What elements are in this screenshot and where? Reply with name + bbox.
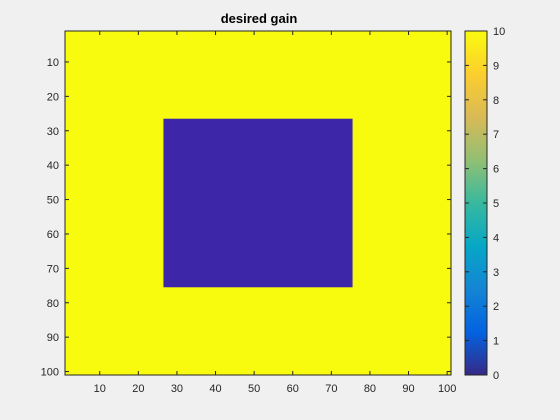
colorbar-tick-label: 10	[493, 26, 505, 38]
colorbar-tick-label: 6	[493, 164, 499, 176]
x-tick-label: 40	[209, 383, 221, 395]
y-tick-label: 40	[47, 160, 59, 172]
colorbar-tick-label: 7	[493, 129, 499, 141]
heatmap-region-0	[163, 119, 352, 288]
y-tick-label: 60	[47, 229, 59, 241]
colorbar-tick-label: 1	[493, 336, 499, 348]
y-tick-label: 100	[41, 367, 59, 379]
colorbar-tick-label: 4	[493, 232, 499, 244]
colorbar-tick-label: 3	[493, 267, 499, 279]
colorbar-tick-label: 0	[493, 370, 499, 382]
y-tick-label: 20	[47, 91, 59, 103]
x-tick-label: 30	[171, 383, 183, 395]
x-tick-label: 20	[132, 383, 144, 395]
y-tick-label: 90	[47, 332, 59, 344]
x-tick-label: 100	[438, 383, 456, 395]
plot-area	[65, 31, 451, 375]
x-tick-label: 50	[248, 383, 260, 395]
colorbar-tick-label: 9	[493, 60, 499, 72]
chart-title: desired gain	[221, 11, 298, 26]
y-tick-label: 70	[47, 263, 59, 275]
x-tick-label: 10	[94, 383, 106, 395]
colorbar-tick-label: 8	[493, 95, 499, 107]
y-tick-label: 80	[47, 298, 59, 310]
x-tick-label: 90	[402, 383, 414, 395]
colorbar-tick-label: 2	[493, 301, 499, 313]
x-tick-label: 80	[364, 383, 376, 395]
colorbar-tick-label: 5	[493, 198, 499, 210]
x-tick-label: 70	[325, 383, 337, 395]
x-tick-label: 60	[287, 383, 299, 395]
y-tick-label: 30	[47, 126, 59, 138]
y-tick-label: 10	[47, 57, 59, 69]
y-tick-label: 50	[47, 195, 59, 207]
colorbar: 0 1 2 3 4 5 6 7 8 9 10	[465, 26, 505, 382]
